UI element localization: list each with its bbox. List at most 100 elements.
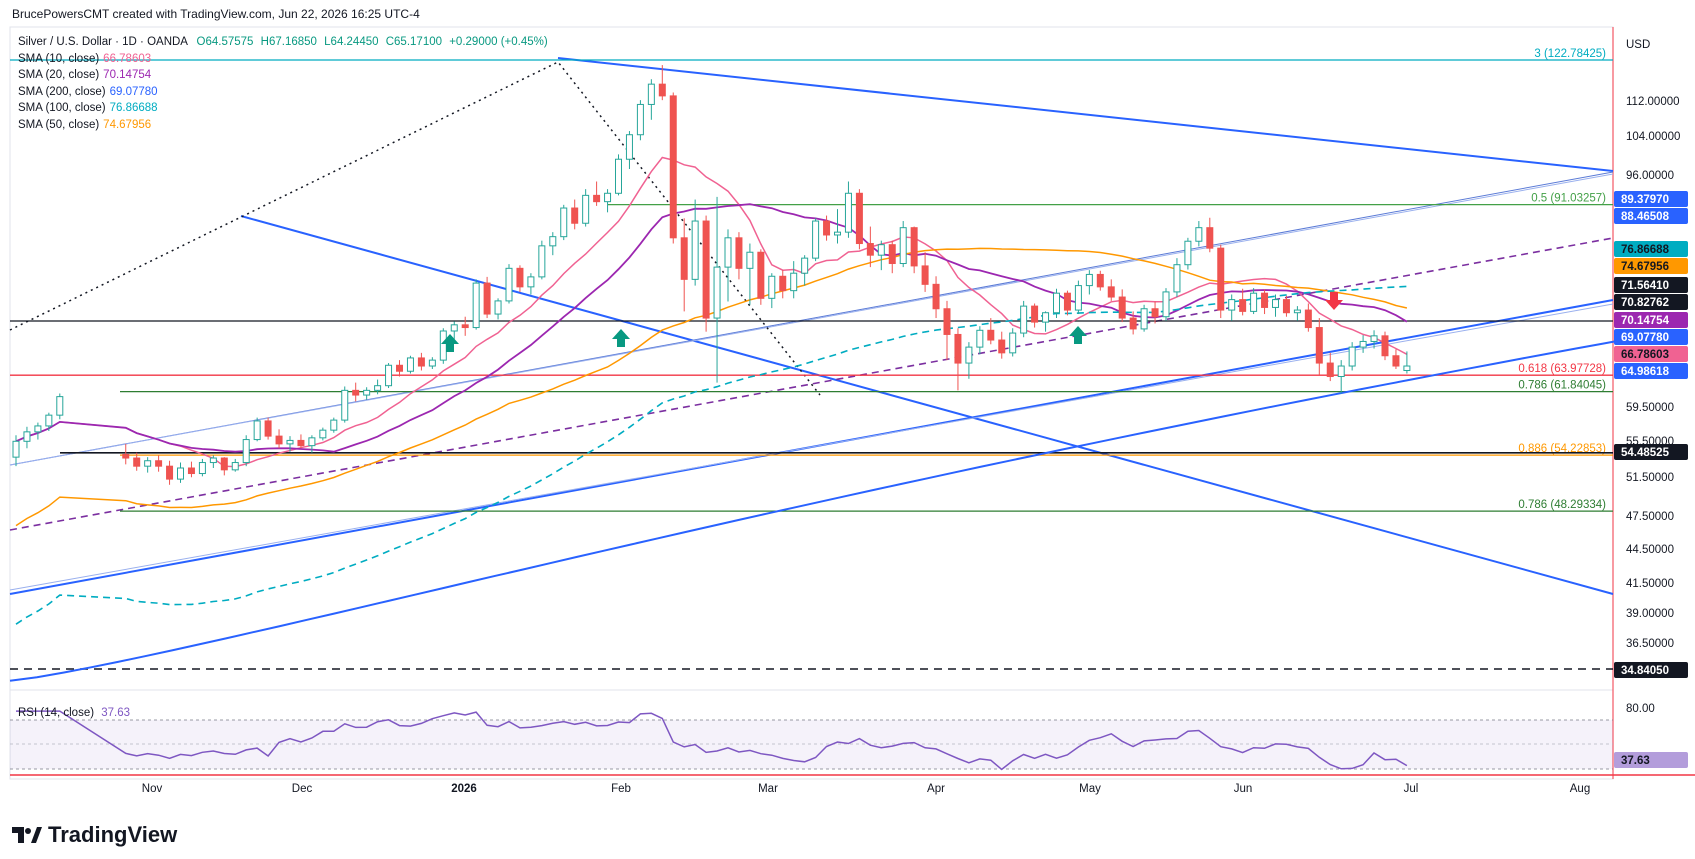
candle-body: [439, 330, 447, 361]
buy-arrow-icon: [1069, 326, 1087, 344]
candle-body: [976, 329, 984, 348]
candle-body: [560, 207, 568, 238]
rsi-tick-label: 80.00: [1626, 703, 1655, 715]
candle-body: [264, 420, 272, 437]
chart-attribution: BrucePowersCMT created with TradingView.…: [12, 7, 420, 21]
price-tick-label: 39.00000: [1626, 608, 1674, 620]
price-tag: [1614, 752, 1688, 768]
candle-body: [746, 251, 754, 269]
tradingview-logo[interactable]: TradingView: [12, 822, 177, 848]
candle-body: [1042, 312, 1050, 323]
ohlc-close: C65.17100: [385, 36, 443, 48]
indicator-value: 66.78603: [103, 52, 152, 65]
indicator-sma10[interactable]: SMA (10, close) 66.78603: [18, 51, 548, 68]
fib-level-label: 3 (122.78425): [1534, 48, 1606, 60]
candle-body: [1195, 227, 1203, 242]
ascending-trendline-bottom-2: [9, 303, 1614, 591]
candle-body: [757, 251, 765, 299]
candle-body: [888, 244, 896, 265]
candle-body: [1096, 273, 1104, 288]
candle-body: [374, 385, 382, 391]
ohlc-change: +0.29000 (+0.45%): [449, 36, 548, 48]
price-tag: [1614, 258, 1688, 274]
indicator-label: SMA (10, close): [18, 52, 100, 65]
price-tick-label: 59.50000: [1626, 402, 1674, 414]
candle-body: [899, 227, 907, 265]
candle-body: [691, 220, 699, 280]
candle-body: [571, 207, 579, 224]
candle-body: [1031, 305, 1039, 323]
candle-body: [198, 462, 206, 475]
ohlc-low: L64.24450: [324, 36, 379, 48]
buy-arrow-icon: [441, 334, 459, 352]
ohlc-high: H67.16850: [260, 36, 317, 48]
candle-body: [231, 462, 239, 471]
price-tag-label: 64.98618: [1621, 366, 1670, 378]
candle-body: [1370, 335, 1378, 342]
candle-body: [352, 389, 360, 396]
candle-body: [1403, 365, 1411, 371]
time-tick-label: Jul: [1404, 783, 1419, 795]
candle-body: [1085, 273, 1093, 287]
candle-body: [1053, 292, 1060, 314]
candle-body: [1063, 292, 1071, 311]
rsi-legend[interactable]: RSI (14, close) 37.63: [18, 707, 130, 719]
time-tick-label: Aug: [1570, 783, 1590, 795]
tradingview-logo-text: TradingView: [48, 822, 178, 847]
sma100-line: [15, 285, 1407, 625]
candle-body: [1282, 299, 1290, 314]
candle-body: [1261, 292, 1269, 308]
price-tag: [1614, 312, 1688, 328]
candle-body: [1337, 365, 1345, 378]
candle-body: [1162, 291, 1170, 318]
price-tag: [1614, 294, 1688, 310]
candle-body: [647, 83, 655, 105]
price-tag: [1614, 444, 1688, 460]
candle-body: [823, 220, 831, 236]
candle-body: [1250, 292, 1258, 312]
time-axis[interactable]: Nov Dec 2026 Feb Mar Apr May Jun Jul Aug: [142, 783, 1590, 795]
fib-level-label: 0.5 (91.03257): [1531, 193, 1606, 205]
candle-body: [779, 275, 787, 292]
candle-body: [1118, 296, 1126, 319]
candle-body: [297, 439, 305, 447]
candle-body: [133, 457, 141, 467]
indicator-sma200[interactable]: SMA (200, close) 69.07780: [18, 84, 548, 101]
price-tag: [1614, 208, 1688, 224]
candle-body: [943, 308, 951, 335]
candle-body: [319, 429, 327, 439]
time-tick-label: Jun: [1234, 783, 1253, 795]
candle-body: [1304, 309, 1312, 329]
candle-body: [417, 357, 425, 367]
candle-body: [385, 364, 393, 387]
rsi-band: [10, 719, 1613, 770]
sma20-line: [15, 203, 1408, 453]
price-tag: [1614, 329, 1688, 345]
candle-body: [1272, 299, 1279, 308]
descending-trendline-upper: [557, 57, 1614, 172]
price-tag-label: 74.67956: [1621, 261, 1669, 273]
indicator-sma100[interactable]: SMA (100, close) 76.86688: [18, 100, 548, 117]
candle-body: [844, 192, 852, 233]
candle-body: [1151, 308, 1159, 318]
price-tag: [1614, 241, 1688, 257]
candle-body: [1359, 340, 1367, 348]
time-tick-label: Mar: [758, 783, 778, 795]
time-tick-label: Nov: [142, 783, 163, 795]
candle-body: [1381, 335, 1389, 357]
rsi-band-fill: [10, 720, 1613, 769]
indicator-value: 70.14754: [103, 69, 152, 82]
candle-body: [155, 460, 163, 467]
candle-body: [1293, 309, 1301, 314]
price-tag-label: 54.48525: [1621, 447, 1670, 459]
dashed-purple-trendline: [9, 237, 1614, 531]
candle-body: [286, 439, 294, 445]
indicator-sma50[interactable]: SMA (50, close) 74.67956: [18, 117, 548, 134]
price-tags: 89.37970 88.46508 76.86688 74.67956 71.56410…: [1614, 191, 1688, 768]
symbol-row[interactable]: Silver / U.S. Dollar · 1D · OANDA O64.57…: [18, 34, 548, 51]
candle-body: [428, 359, 436, 367]
signal-arrows: [441, 292, 1343, 352]
candle-body: [122, 453, 130, 459]
indicator-sma20[interactable]: SMA (20, close) 70.14754: [18, 67, 548, 84]
